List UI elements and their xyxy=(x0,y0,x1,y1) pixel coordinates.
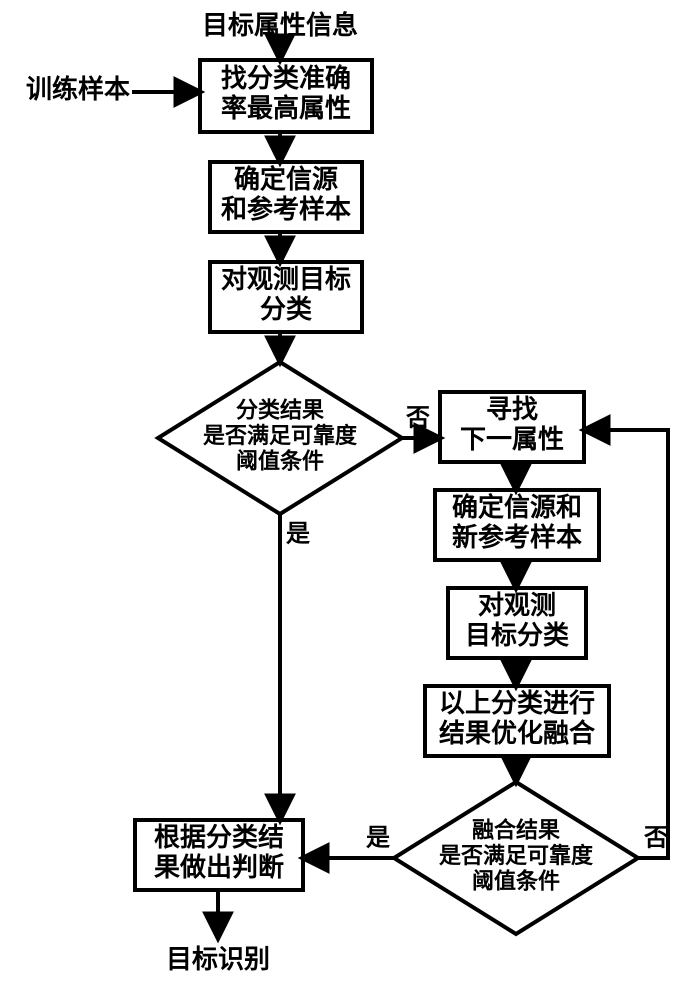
text-yes2: 是 xyxy=(366,826,390,852)
text-input_left: 训练样本 xyxy=(26,74,130,104)
node-text: 阈值条件 xyxy=(236,448,324,473)
node-text: 找分类准确 xyxy=(221,63,351,93)
node-text: 阈值条件 xyxy=(472,868,560,893)
node-text: 下一属性 xyxy=(460,425,564,454)
label-b6: 对观测目标分类 xyxy=(465,591,569,650)
text-no1: 否 xyxy=(405,406,430,432)
text-no2: 否 xyxy=(643,826,668,852)
text-yes1: 是 xyxy=(286,522,310,548)
flowchart: 目标属性信息训练样本找分类准确率最高属性确定信源和参考样本对观测目标分类分类结果… xyxy=(0,0,685,1000)
node-text: 是否满足可靠度 xyxy=(439,843,594,868)
node-text: 确定信源和 xyxy=(452,492,582,522)
label-b5: 确定信源和新参考样本 xyxy=(452,492,582,552)
node-text: 对观测目标 xyxy=(221,265,351,294)
label-b2: 确定信源和参考样本 xyxy=(221,164,351,224)
node-text: 融合结果 xyxy=(472,818,560,843)
node-text: 分类结果 xyxy=(236,398,324,423)
node-text: 以上分类进行 xyxy=(439,688,595,718)
node-text: 结果优化融合 xyxy=(439,718,596,748)
node-text: 目标分类 xyxy=(465,621,569,650)
label-b7: 以上分类进行结果优化融合 xyxy=(439,688,596,748)
node-text: 和参考样本 xyxy=(221,194,351,224)
node-text: 果做出判断 xyxy=(154,852,284,882)
node-text: 率最高属性 xyxy=(221,93,351,123)
node-text: 对观测 xyxy=(478,591,556,620)
text-out: 目标识别 xyxy=(166,945,270,974)
node-text: 确定信源 xyxy=(234,164,338,194)
label-b1: 找分类准确率最高属性 xyxy=(221,63,351,123)
node-text: 是否满足可靠度 xyxy=(203,423,358,448)
text-input_top: 目标属性信息 xyxy=(202,10,358,40)
node-text: 新参考样本 xyxy=(452,522,582,552)
node-text: 分类 xyxy=(260,295,312,324)
node-text: 寻找 xyxy=(486,395,538,424)
label-b8: 根据分类结果做出判断 xyxy=(154,823,284,882)
node-text: 根据分类结 xyxy=(154,823,284,852)
